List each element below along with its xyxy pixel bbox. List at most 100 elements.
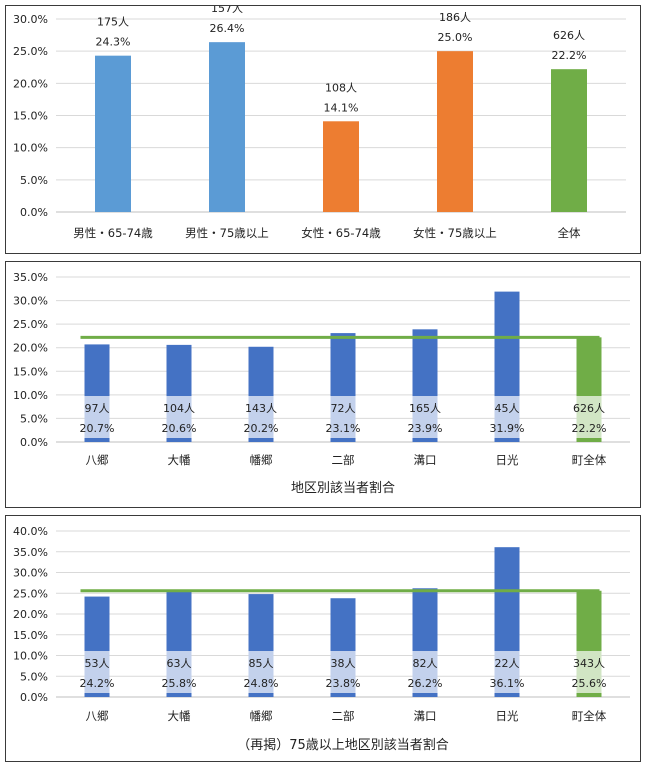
bar xyxy=(551,69,587,213)
data-label-count: 186人 xyxy=(439,11,471,24)
category-label: 大幡 xyxy=(168,453,191,467)
data-label-count: 626人 xyxy=(573,402,605,415)
category-label: 女性・75歳以上 xyxy=(413,226,497,240)
y-tick-label: 15.0% xyxy=(13,629,48,642)
data-label-background xyxy=(166,651,192,693)
category-label: 全体 xyxy=(558,226,581,240)
y-tick-label: 40.0% xyxy=(13,525,48,538)
data-label-background xyxy=(576,651,602,693)
category-label: 八郷 xyxy=(86,709,109,723)
data-label-background xyxy=(84,651,110,693)
bar xyxy=(323,121,359,212)
category-label: 女性・65-74歳 xyxy=(301,226,381,240)
data-label-count: 165人 xyxy=(409,402,441,415)
y-tick-label: 10.0% xyxy=(13,389,48,402)
category-label: 日光 xyxy=(496,453,519,467)
y-tick-label: 25.0% xyxy=(13,318,48,331)
bar xyxy=(95,55,131,212)
data-label-background xyxy=(494,651,520,693)
data-label-background xyxy=(494,396,520,438)
y-tick-label: 20.0% xyxy=(13,608,48,621)
y-tick-label: 30.0% xyxy=(13,295,48,308)
y-tick-label: 20.0% xyxy=(13,342,48,355)
data-label-count: 82人 xyxy=(413,657,438,670)
data-label-count: 97人 xyxy=(85,402,110,415)
category-label: 幡郷 xyxy=(250,709,273,723)
category-label: 日光 xyxy=(496,709,519,723)
data-label-count: 85人 xyxy=(249,657,274,670)
category-label: 町全体 xyxy=(572,709,607,723)
data-label-value: 25.8% xyxy=(162,677,197,690)
y-tick-label: 35.0% xyxy=(13,271,48,284)
y-tick-label: 10.0% xyxy=(13,650,48,663)
data-label-value: 23.8% xyxy=(326,677,361,690)
y-tick-label: 35.0% xyxy=(13,546,48,559)
category-label: 溝口 xyxy=(414,453,437,467)
y-tick-label: 10.0% xyxy=(13,142,48,155)
y-tick-label: 0.0% xyxy=(20,436,48,449)
y-tick-label: 25.0% xyxy=(13,587,48,600)
data-label-value: 31.9% xyxy=(490,422,525,435)
category-label: 幡郷 xyxy=(250,453,273,467)
category-label: 二部 xyxy=(332,453,355,467)
y-tick-label: 25.0% xyxy=(13,45,48,58)
data-label-value: 25.6% xyxy=(572,677,607,690)
category-label: 男性・75歳以上 xyxy=(185,226,269,240)
data-label-background xyxy=(84,396,110,438)
data-label-count: 175人 xyxy=(97,16,129,29)
data-label-value: 23.9% xyxy=(408,422,443,435)
data-label-count: 38人 xyxy=(331,657,356,670)
y-tick-label: 15.0% xyxy=(13,365,48,378)
data-label-value: 20.7% xyxy=(80,422,115,435)
data-label-background xyxy=(166,396,192,438)
data-label-value: 20.2% xyxy=(244,422,279,435)
data-label-value: 24.2% xyxy=(80,677,115,690)
data-label-value: 24.8% xyxy=(244,677,279,690)
y-tick-label: 5.0% xyxy=(20,670,48,683)
category-label: 二部 xyxy=(332,709,355,723)
data-label-value: 22.2% xyxy=(572,422,607,435)
chart-title: 地区別該当者割合 xyxy=(291,480,395,496)
data-label-count: 22人 xyxy=(495,657,520,670)
category-label: 大幡 xyxy=(168,709,191,723)
data-label-count: 72人 xyxy=(331,402,356,415)
data-label-background xyxy=(248,651,274,693)
data-label-value: 23.1% xyxy=(326,422,361,435)
bar xyxy=(209,42,245,212)
data-label-background xyxy=(248,396,274,438)
data-label-value: 20.6% xyxy=(162,422,197,435)
category-label: 八郷 xyxy=(86,453,109,467)
y-tick-label: 0.0% xyxy=(20,691,48,704)
y-tick-label: 5.0% xyxy=(20,174,48,187)
data-label-count: 53人 xyxy=(85,657,110,670)
chart-panel-by-gender-age: 0.0% 5.0% 10.0% 15.0% 20.0% 25.0% 30.0% 175人 24.… xyxy=(5,5,641,254)
data-label-count: 104人 xyxy=(163,402,195,415)
chart-panel-75plus-by-district: 0.0% 5.0% 10.0% 15.0% 20.0% 25.0% 30.0% 35.0% 40… xyxy=(5,515,641,762)
chart-title: （再掲）75歳以上地区別該当者割合 xyxy=(237,737,449,753)
data-label-value: 14.1% xyxy=(324,101,359,114)
category-label: 溝口 xyxy=(414,709,437,723)
y-tick-label: 5.0% xyxy=(20,412,48,425)
data-label-count: 45人 xyxy=(495,402,520,415)
category-label: 男性・65-74歳 xyxy=(73,226,153,240)
data-label-background xyxy=(412,396,438,438)
data-label-background xyxy=(412,651,438,693)
data-label-value: 36.1% xyxy=(490,677,525,690)
category-label: 町全体 xyxy=(572,453,607,467)
data-label-count: 143人 xyxy=(245,402,277,415)
chart-by-gender-age: 0.0% 5.0% 10.0% 15.0% 20.0% 25.0% 30.0% 175人 24.… xyxy=(13,6,626,240)
y-tick-label: 20.0% xyxy=(13,77,48,90)
data-label-count: 343人 xyxy=(573,657,605,670)
data-label-value: 25.0% xyxy=(438,31,473,44)
y-tick-label: 15.0% xyxy=(13,110,48,123)
y-tick-label: 30.0% xyxy=(13,13,48,26)
chart-by-district: 0.0% 5.0% 10.0% 15.0% 20.0% 25.0% 30.0% 35.0% 97… xyxy=(13,271,630,496)
data-label-value: 22.2% xyxy=(552,49,587,62)
data-label-background xyxy=(330,651,356,693)
chart-75plus-by-district: 0.0% 5.0% 10.0% 15.0% 20.0% 25.0% 30.0% 35.0% 40… xyxy=(13,525,630,753)
data-label-value: 24.3% xyxy=(96,36,131,49)
data-label-background xyxy=(330,396,356,438)
data-label-count: 108人 xyxy=(325,81,357,94)
data-label-value: 26.2% xyxy=(408,677,443,690)
y-tick-label: 0.0% xyxy=(20,206,48,219)
